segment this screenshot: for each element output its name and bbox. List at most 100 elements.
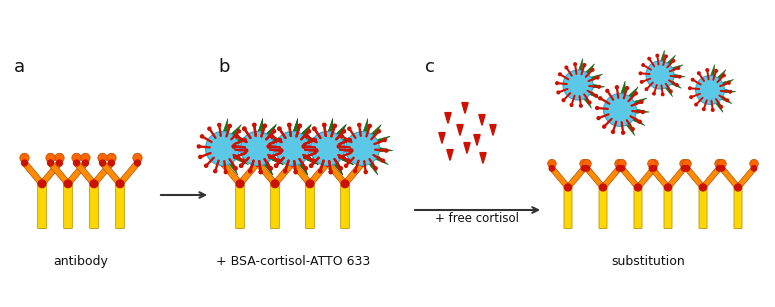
Polygon shape — [256, 119, 263, 140]
Circle shape — [702, 108, 705, 111]
Circle shape — [695, 103, 698, 106]
Circle shape — [580, 104, 582, 107]
Polygon shape — [331, 124, 346, 143]
Polygon shape — [224, 155, 238, 175]
Circle shape — [269, 167, 272, 170]
Circle shape — [312, 159, 315, 162]
Circle shape — [259, 171, 262, 174]
Circle shape — [716, 165, 722, 171]
Polygon shape — [337, 146, 358, 153]
Circle shape — [646, 61, 674, 89]
Circle shape — [337, 145, 340, 148]
Circle shape — [72, 153, 81, 162]
Circle shape — [260, 171, 262, 174]
Circle shape — [615, 86, 618, 89]
Circle shape — [559, 73, 561, 76]
Polygon shape — [620, 167, 640, 189]
Polygon shape — [663, 55, 676, 71]
Circle shape — [22, 160, 27, 166]
Text: substitution: substitution — [611, 255, 685, 268]
Polygon shape — [326, 161, 347, 186]
Text: + BSA-cortisol-ATTO 633: + BSA-cortisol-ATTO 633 — [216, 255, 370, 268]
Circle shape — [214, 170, 217, 173]
Circle shape — [728, 82, 730, 84]
Polygon shape — [334, 151, 353, 165]
Polygon shape — [232, 146, 253, 153]
Circle shape — [201, 135, 204, 138]
Circle shape — [236, 135, 239, 138]
Circle shape — [64, 180, 72, 188]
Circle shape — [604, 94, 636, 126]
Circle shape — [237, 130, 240, 133]
Polygon shape — [456, 125, 463, 135]
Circle shape — [249, 170, 252, 173]
Circle shape — [574, 63, 577, 66]
Polygon shape — [550, 167, 570, 189]
Polygon shape — [326, 119, 332, 140]
Circle shape — [735, 184, 742, 191]
Circle shape — [597, 117, 600, 120]
Circle shape — [269, 155, 272, 158]
Circle shape — [288, 153, 297, 162]
Circle shape — [267, 145, 270, 148]
Circle shape — [676, 84, 678, 86]
Polygon shape — [265, 136, 285, 148]
Polygon shape — [585, 167, 605, 189]
Polygon shape — [221, 119, 228, 140]
Circle shape — [271, 180, 279, 188]
Circle shape — [253, 123, 256, 126]
Circle shape — [234, 167, 237, 170]
Circle shape — [82, 160, 88, 166]
Circle shape — [315, 149, 318, 152]
Polygon shape — [370, 136, 391, 148]
Circle shape — [280, 149, 283, 152]
Circle shape — [234, 155, 236, 158]
Circle shape — [267, 145, 270, 148]
Circle shape — [603, 125, 605, 128]
Polygon shape — [267, 146, 288, 153]
Circle shape — [715, 159, 723, 168]
Polygon shape — [100, 161, 122, 186]
Polygon shape — [255, 161, 277, 186]
Circle shape — [313, 138, 316, 142]
Polygon shape — [343, 161, 365, 186]
FancyBboxPatch shape — [699, 187, 707, 228]
Polygon shape — [584, 74, 603, 84]
Polygon shape — [260, 155, 273, 175]
Circle shape — [619, 165, 625, 171]
Text: antibody: antibody — [53, 255, 108, 268]
Circle shape — [243, 138, 246, 142]
Polygon shape — [291, 119, 298, 140]
Polygon shape — [685, 167, 705, 189]
Circle shape — [329, 171, 332, 174]
Circle shape — [661, 93, 664, 96]
Polygon shape — [622, 116, 635, 136]
FancyBboxPatch shape — [115, 183, 124, 228]
Circle shape — [596, 107, 598, 110]
Circle shape — [333, 124, 336, 127]
Polygon shape — [623, 87, 638, 105]
Circle shape — [270, 135, 274, 138]
Polygon shape — [668, 73, 685, 78]
Polygon shape — [584, 87, 601, 99]
Circle shape — [218, 123, 221, 126]
Polygon shape — [264, 151, 284, 165]
Polygon shape — [91, 161, 114, 186]
Polygon shape — [40, 161, 62, 186]
Circle shape — [548, 159, 556, 168]
Circle shape — [312, 159, 315, 162]
Polygon shape — [329, 155, 343, 175]
Circle shape — [315, 149, 318, 152]
Polygon shape — [238, 161, 260, 186]
Circle shape — [749, 159, 758, 168]
Circle shape — [323, 153, 332, 162]
Polygon shape — [708, 64, 715, 83]
Polygon shape — [720, 167, 740, 189]
Circle shape — [339, 167, 343, 170]
Circle shape — [311, 131, 344, 165]
Circle shape — [646, 88, 648, 91]
Polygon shape — [636, 167, 656, 189]
Circle shape — [345, 164, 348, 167]
Polygon shape — [716, 80, 734, 89]
Polygon shape — [586, 83, 605, 89]
